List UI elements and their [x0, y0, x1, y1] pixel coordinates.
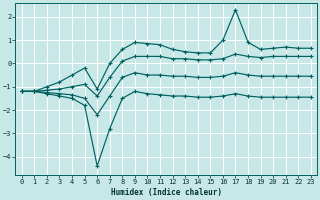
X-axis label: Humidex (Indice chaleur): Humidex (Indice chaleur)	[111, 188, 222, 197]
